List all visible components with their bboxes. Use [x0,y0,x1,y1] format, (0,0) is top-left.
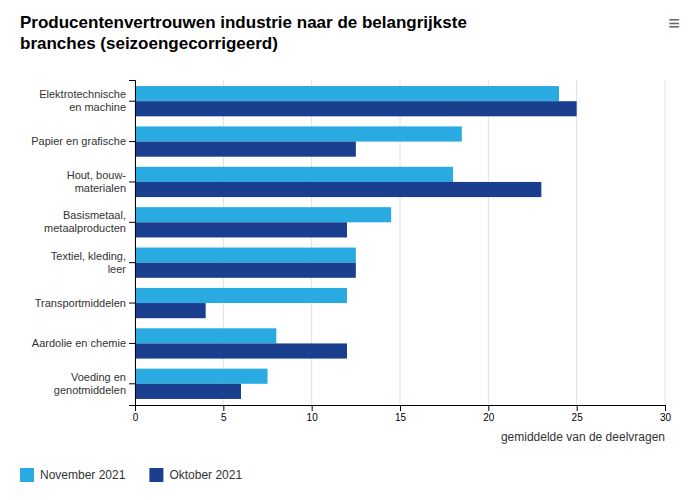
legend: November 2021 Oktober 2021 [20,468,242,482]
bar [135,369,268,384]
axis-line [136,406,666,412]
bar [135,248,356,263]
tick-label: Hout, bouw-materialen [67,169,127,194]
tick-label-line: Elektrotechnische [39,88,126,100]
chart: Producentenvertrouwen industrie naar de … [0,0,700,500]
tick-label-line: materialen [75,182,126,194]
tick-label: Transportmiddelen [35,297,126,309]
bar [135,86,559,101]
y-axis: Elektrotechnischeen machine Papier en gra… [31,81,135,406]
annotation: ≡ [668,12,680,34]
tick-mark [577,405,578,411]
bar [135,142,356,157]
bar [135,126,462,141]
tick-label-line: genotmiddelen [54,384,126,396]
tick-mark [223,405,224,411]
bar [135,384,241,399]
tick-label: 15 [395,412,407,423]
tick-mark [129,181,135,182]
tick-label: 10 [307,412,319,423]
tick-mark [129,383,135,384]
tick-mark [129,101,135,102]
bar [135,101,577,116]
tick-label: Aardolie en chemie [32,337,126,349]
tick-label-line: Aardolie en chemie [32,337,126,349]
title-line: Producentenvertrouwen industrie naar de … [20,13,467,32]
tick-label: Basismetaal,metaalproducten [44,209,126,234]
tick-label: Voeding engenotmiddelen [54,371,126,396]
legend-label: November 2021 [40,468,126,482]
bar [135,222,347,237]
tick-label-line: Basismetaal, [63,209,126,221]
tick-mark [312,405,313,411]
bar [135,288,347,303]
tick-label: 25 [572,412,584,423]
tick-label-line: Textiel, kleding, [51,250,126,262]
tick-label: Textiel, kleding,leer [51,250,127,275]
tick-label-line: leer [108,263,127,275]
tick: Aardolie en chemie [32,337,135,349]
tick: 10 [307,405,319,423]
plot: 0 5 10 15 20 25 30 gemiddelde van de deelvragen… [31,80,671,444]
grid-line [665,80,666,405]
tick-label: 20 [483,412,495,423]
tick: Textiel, kleding,leer [51,250,135,275]
tick-label-line: Hout, bouw- [67,169,127,181]
tick: Voeding engenotmiddelen [54,371,135,396]
tick: Hout, bouw-materialen [67,169,135,194]
tick: 30 [660,405,672,423]
bar [135,167,453,182]
bar [135,303,206,318]
series [135,101,577,399]
tick: Basismetaal,metaalproducten [44,209,135,234]
bar [135,343,347,358]
tick: Elektrotechnischeen machine [39,88,135,113]
bars [135,86,577,399]
bar [135,328,276,343]
tick: Transportmiddelen [35,297,135,309]
x-axis-title: gemiddelde van de deelvragen [501,430,665,444]
tick-label: Papier en grafische [31,135,126,147]
legend-item: November 2021 [20,468,126,482]
title-line: branches (seizoengecorrigeerd) [20,34,278,53]
x-axis: 0 5 10 15 20 25 30 [133,405,672,423]
series [135,86,559,384]
bar [135,207,391,222]
legend-swatch [149,468,163,482]
tick-label-line: metaalproducten [44,222,126,234]
legend-item: Oktober 2021 [149,468,242,482]
tick-mark [400,405,401,411]
tick-label-line: en machine [69,101,126,113]
tick-mark [129,141,135,142]
bar [135,263,356,278]
tick: Papier en grafische [31,135,135,147]
tick-mark [129,343,135,344]
tick-mark [129,222,135,223]
legend-swatch [20,468,34,482]
tick: 0 [133,405,139,423]
tick-mark [488,405,489,411]
grid-line [576,80,577,405]
tick: 20 [483,405,495,423]
tick: 15 [395,405,407,423]
tick: 5 [221,405,227,423]
bar [135,182,541,197]
tick-label: 5 [221,412,227,423]
tick-label-line: Transportmiddelen [35,297,126,309]
axis-line [129,81,136,406]
title: Producentenvertrouwen industrie naar de … [20,13,467,53]
grid [135,80,665,405]
tick-label: Elektrotechnischeen machine [39,88,126,113]
tick-label-line: Papier en grafische [31,135,126,147]
grid-line [488,80,489,405]
tick-label-line: Voeding en [71,371,126,383]
tick-mark [129,262,135,263]
legend-label: Oktober 2021 [169,468,242,482]
tick-mark [665,405,666,411]
tick-label: 30 [660,412,672,423]
tick-mark [129,303,135,304]
tick-label: 0 [133,412,139,423]
tick: 25 [572,405,584,423]
